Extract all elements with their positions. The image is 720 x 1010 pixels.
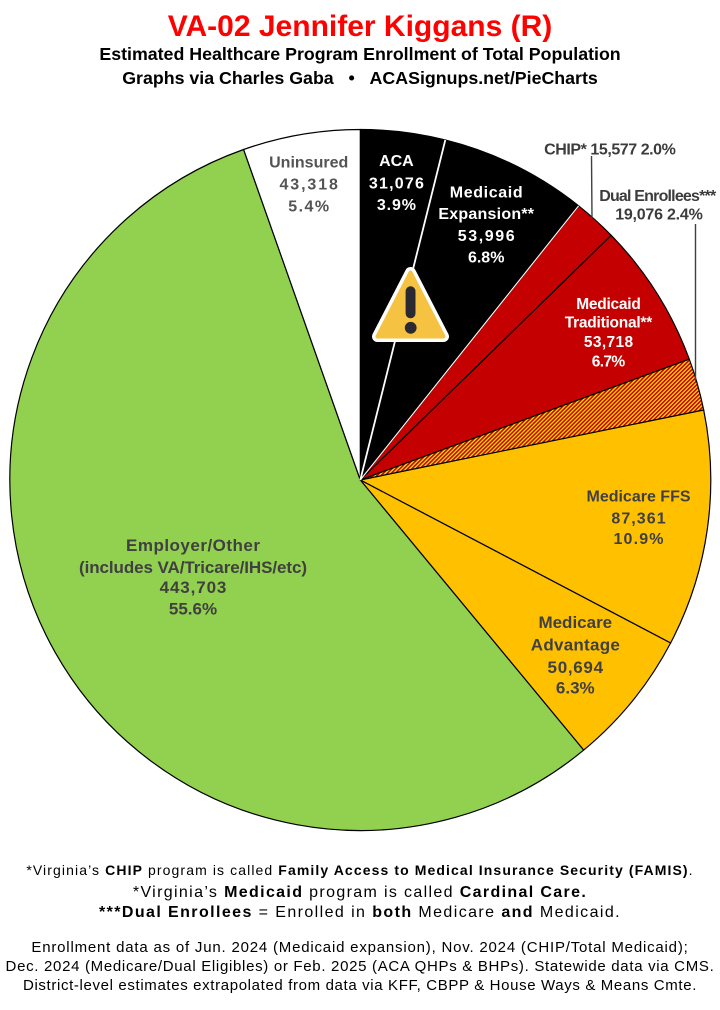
- svg-text:Dual Enrollees***: Dual Enrollees***: [599, 188, 717, 205]
- svg-text:6.7%: 6.7%: [592, 354, 626, 371]
- svg-text:Advantage: Advantage: [531, 635, 620, 654]
- svg-text:50,694: 50,694: [548, 658, 604, 677]
- svg-text:53,996: 53,996: [458, 228, 515, 245]
- svg-text:53,718: 53,718: [584, 334, 634, 351]
- svg-text:ACA: ACA: [379, 153, 414, 170]
- svg-text:Expansion**: Expansion**: [438, 206, 534, 223]
- svg-text:Traditional**: Traditional**: [565, 315, 653, 332]
- svg-text:Uninsured: Uninsured: [269, 155, 348, 172]
- svg-text:Medicare FFS: Medicare FFS: [586, 489, 690, 506]
- svg-text:3.9%: 3.9%: [377, 197, 416, 214]
- svg-text:CHIP* 15,577 2.0%: CHIP* 15,577 2.0%: [544, 141, 676, 158]
- svg-text:5.4%: 5.4%: [288, 198, 329, 215]
- svg-text:Employer/Other: Employer/Other: [126, 536, 260, 555]
- svg-text:Medicaid: Medicaid: [576, 296, 641, 313]
- svg-text:6.8%: 6.8%: [468, 250, 504, 267]
- svg-text:10.9%: 10.9%: [614, 531, 664, 548]
- svg-text:6.3%: 6.3%: [556, 679, 595, 698]
- svg-text:(includes VA/Tricare/IHS/etc): (includes VA/Tricare/IHS/etc): [79, 558, 307, 577]
- svg-text:Medicare: Medicare: [538, 613, 612, 632]
- svg-text:443,703: 443,703: [160, 578, 227, 597]
- svg-text:55.6%: 55.6%: [169, 600, 217, 619]
- svg-text:43,318: 43,318: [280, 177, 338, 194]
- svg-text:87,361: 87,361: [611, 510, 665, 527]
- svg-text:19,076 2.4%: 19,076 2.4%: [615, 207, 703, 224]
- svg-text:Medicaid: Medicaid: [450, 184, 523, 201]
- svg-text:31,076: 31,076: [369, 176, 424, 193]
